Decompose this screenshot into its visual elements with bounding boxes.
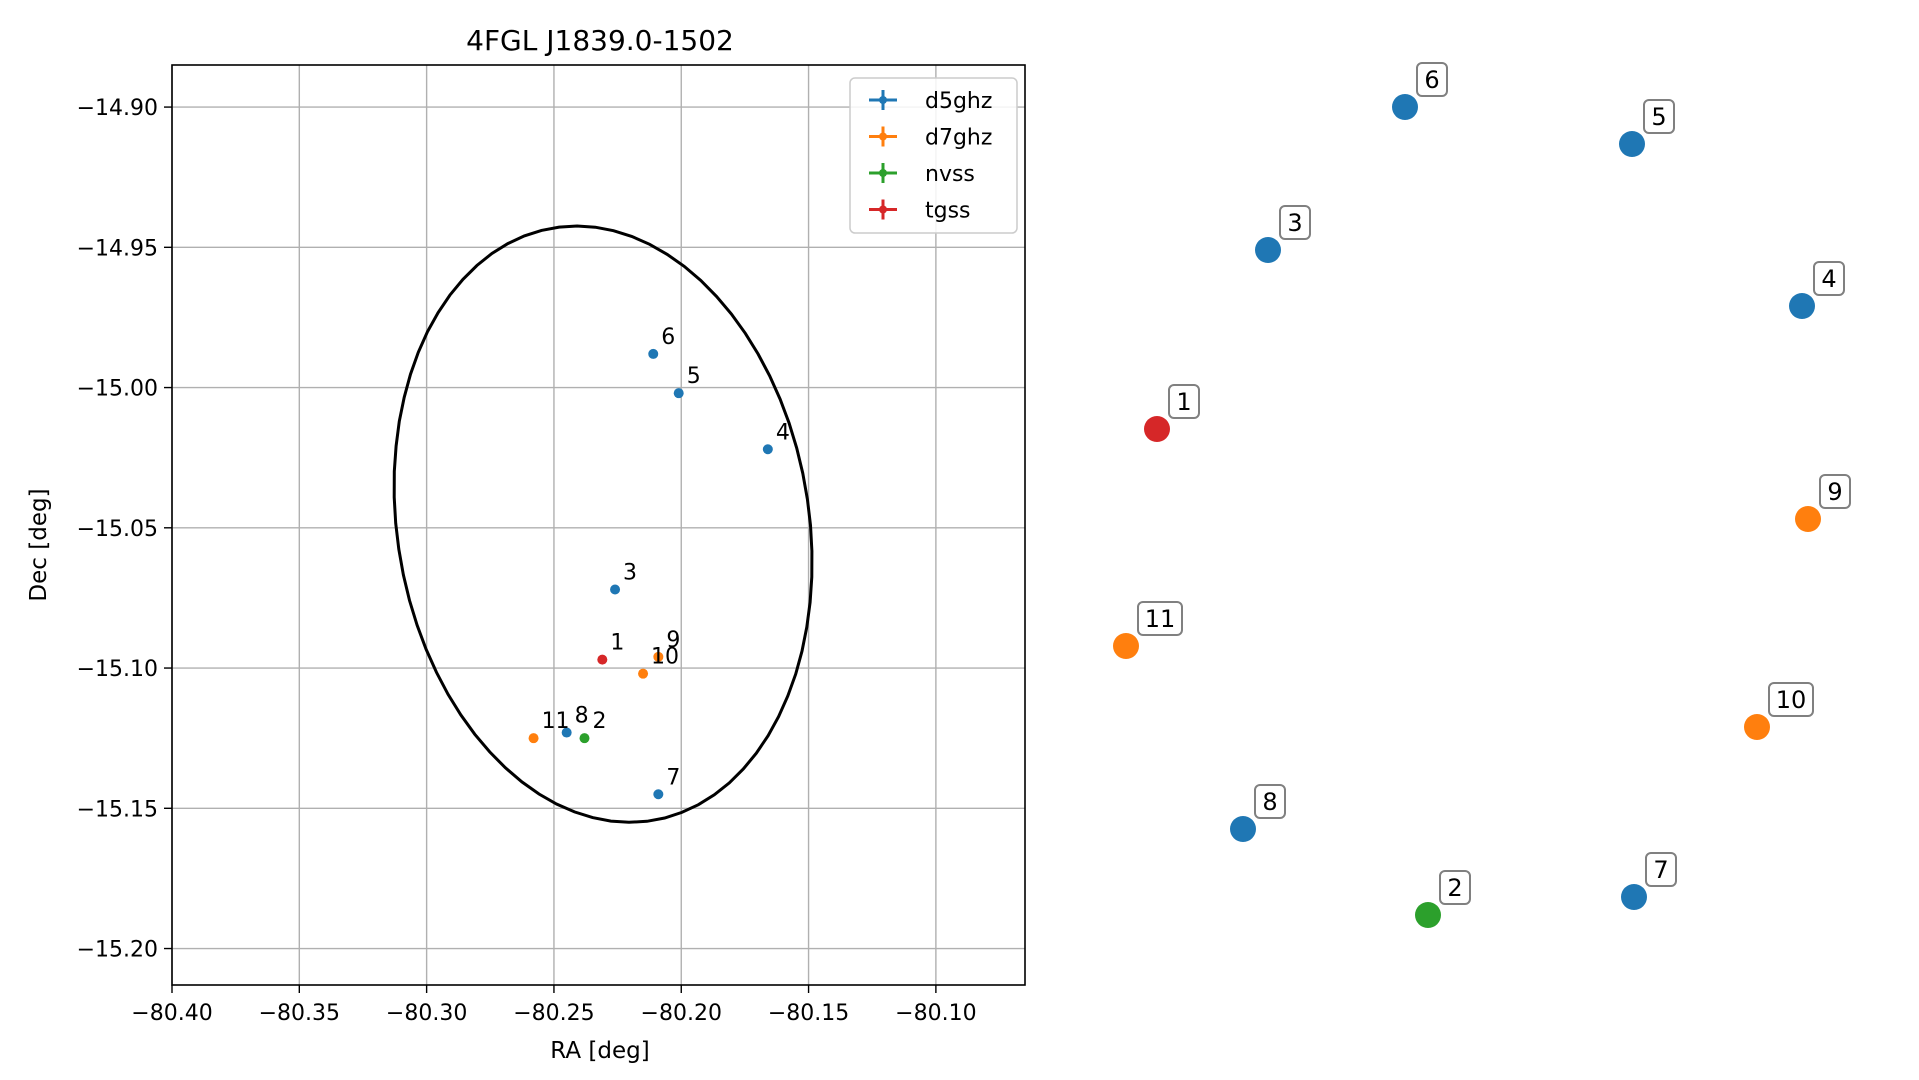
source-label-3: 3 bbox=[623, 561, 637, 586]
source-label-8: 8 bbox=[575, 704, 589, 729]
y-tick-label: −15.15 bbox=[77, 797, 158, 822]
layout-point-8 bbox=[1230, 816, 1256, 842]
layout-point-4 bbox=[1789, 293, 1815, 319]
layout-label-3: 3 bbox=[1287, 209, 1302, 237]
source-label-2: 2 bbox=[592, 709, 606, 734]
source-label-11: 11 bbox=[542, 709, 570, 734]
legend-label-nvss: nvss bbox=[925, 162, 975, 187]
layout-badge-10 bbox=[1768, 682, 1814, 717]
legend: d5ghz d7ghz nvss tgss bbox=[849, 77, 1018, 234]
layout-badge-7 bbox=[1645, 852, 1677, 887]
source-point-2 bbox=[579, 733, 590, 744]
source-point-11 bbox=[528, 733, 539, 744]
layout-label-7: 7 bbox=[1653, 856, 1668, 884]
source-label-6: 6 bbox=[661, 325, 675, 350]
y-tick-label: −15.05 bbox=[77, 517, 158, 542]
layout-badge-5 bbox=[1643, 99, 1675, 134]
x-tick-label: −80.25 bbox=[513, 1001, 594, 1026]
layout-badge-6 bbox=[1416, 62, 1448, 97]
source-label-4: 4 bbox=[776, 420, 790, 445]
y-tick-label: −15.20 bbox=[77, 938, 158, 963]
x-tick-label: −80.35 bbox=[259, 1001, 340, 1026]
x-tick-label: −80.30 bbox=[386, 1001, 467, 1026]
layout-label-4: 4 bbox=[1821, 265, 1836, 293]
layout-point-5 bbox=[1619, 131, 1645, 157]
layout-point-3 bbox=[1255, 237, 1281, 263]
layout-label-9: 9 bbox=[1827, 478, 1842, 506]
layout-badge-4 bbox=[1813, 261, 1845, 296]
layout-label-8: 8 bbox=[1262, 788, 1277, 816]
layout-label-5: 5 bbox=[1651, 103, 1666, 131]
layout-point-6 bbox=[1392, 94, 1418, 120]
axes-frame bbox=[171, 64, 1026, 986]
y-tick-label: −14.90 bbox=[77, 96, 158, 121]
layout-label-1: 1 bbox=[1176, 388, 1191, 416]
source-label-7: 7 bbox=[666, 765, 680, 790]
layout-badge-3 bbox=[1279, 205, 1311, 240]
source-label-5: 5 bbox=[687, 364, 701, 389]
source-label-9: 9 bbox=[666, 628, 680, 653]
source-point-10 bbox=[638, 668, 649, 679]
legend-label-d7ghz: d7ghz bbox=[925, 126, 992, 151]
x-tick-label: −80.20 bbox=[641, 1001, 722, 1026]
source-label-1: 1 bbox=[610, 631, 624, 656]
plot-area: 1 2 3 4 56 7 8 910 11 −80.40 −80.35 −80.30 −80.25 −80… bbox=[77, 64, 1026, 1026]
legend-label-d5ghz: d5ghz bbox=[925, 89, 992, 114]
layout-label-11: 11 bbox=[1145, 605, 1176, 633]
legend-marker-dot-d7ghz bbox=[879, 132, 887, 141]
chart-title: 4FGL J1839.0-1502 bbox=[466, 24, 734, 57]
layout-badge-9 bbox=[1819, 474, 1851, 509]
x-tick-label: −80.15 bbox=[768, 1001, 849, 1026]
layout-point-9 bbox=[1795, 506, 1821, 532]
layout-point-2 bbox=[1415, 902, 1441, 928]
layout-label-2: 2 bbox=[1447, 874, 1462, 902]
x-tick-label: −80.10 bbox=[895, 1001, 976, 1026]
layout-point-7 bbox=[1621, 884, 1647, 910]
source-point-5 bbox=[673, 388, 684, 399]
source-point-1 bbox=[597, 654, 608, 665]
source-point-6 bbox=[648, 348, 659, 359]
layout-label-6: 6 bbox=[1424, 66, 1439, 94]
x-tick-label: −80.40 bbox=[131, 1001, 212, 1026]
layout-point-1 bbox=[1144, 416, 1170, 442]
legend-marker-dot-tgss bbox=[879, 205, 887, 214]
layout-badge-2 bbox=[1439, 870, 1471, 905]
source-point-8 bbox=[561, 727, 572, 738]
label-layout-panel: 1 2 3 4 5 6 7 8 9 10 11 bbox=[1113, 62, 1851, 928]
source-label-10: 10 bbox=[651, 645, 679, 670]
y-axis-label: Dec [deg] bbox=[26, 488, 52, 601]
source-point-7 bbox=[653, 789, 664, 800]
layout-badge-8 bbox=[1254, 784, 1286, 819]
legend-label-tgss: tgss bbox=[925, 199, 971, 224]
layout-label-10: 10 bbox=[1776, 686, 1807, 714]
y-tick-label: −15.10 bbox=[77, 657, 158, 682]
legend-marker-dot-d5ghz bbox=[879, 96, 887, 104]
y-tick-label: −14.95 bbox=[77, 236, 158, 261]
localization-ellipse bbox=[392, 224, 814, 824]
x-axis-label: RA [deg] bbox=[550, 1038, 649, 1064]
legend-box bbox=[849, 77, 1018, 234]
y-tick-label: −15.00 bbox=[77, 377, 158, 402]
layout-point-10 bbox=[1744, 714, 1770, 740]
layout-badge-1 bbox=[1168, 384, 1200, 419]
source-point-3 bbox=[610, 584, 621, 595]
source-point-4 bbox=[762, 444, 773, 455]
layout-point-11 bbox=[1113, 633, 1139, 659]
legend-marker-dot-nvss bbox=[879, 169, 887, 177]
source-point-9 bbox=[653, 651, 664, 662]
layout-badge-11 bbox=[1137, 601, 1183, 636]
